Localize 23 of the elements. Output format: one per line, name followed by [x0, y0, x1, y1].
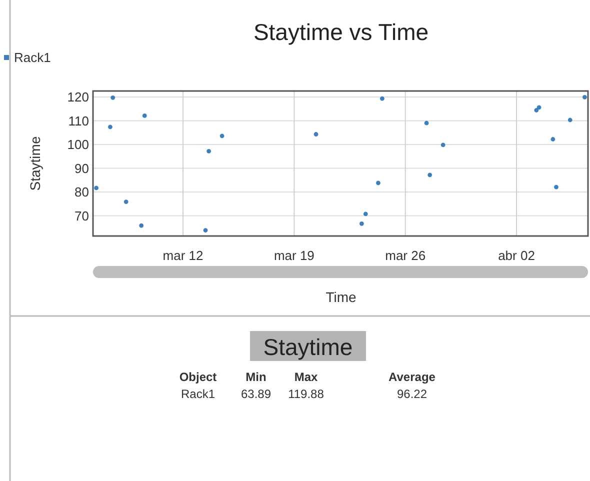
text: 63.89: [240, 387, 272, 401]
legend-label: Rack1: [14, 50, 51, 65]
text: Rack1: [180, 387, 216, 401]
y-tick-label: 70: [74, 208, 89, 224]
text: 96.22: [396, 387, 428, 401]
text: Max: [294, 370, 318, 384]
x-axis-title: Time: [326, 289, 357, 305]
x-tick-label: mar 12: [162, 248, 204, 263]
y-tick-label: 100: [67, 137, 89, 152]
y-tick-label: 80: [74, 184, 89, 200]
y-tick-label: 90: [74, 160, 89, 176]
x-tick-label: abr 02: [498, 248, 535, 263]
text: Average: [388, 370, 436, 384]
chart-title: Staytime vs Time: [253, 19, 429, 45]
text: Min: [246, 370, 266, 384]
text: Staytime: [263, 334, 353, 360]
y-axis-title: Staytime: [27, 136, 43, 191]
text: 119.88: [288, 387, 324, 401]
y-tick-label: 110: [68, 113, 89, 128]
x-tick-label: mar 26: [385, 248, 426, 263]
x-tick-label: mar 19: [274, 248, 314, 263]
y-tick-label: 120: [67, 89, 89, 104]
text: Object: [179, 370, 217, 384]
